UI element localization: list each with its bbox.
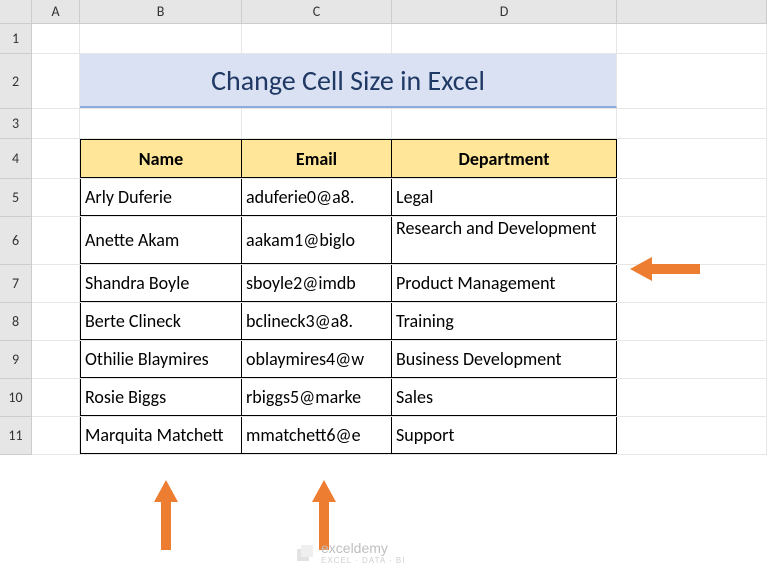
- cell[interactable]: [617, 24, 767, 53]
- cell-name[interactable]: Rosie Biggs: [80, 379, 242, 416]
- table-row: Berte Clineck bclineck3@a8. Training: [32, 303, 767, 341]
- header-name[interactable]: Name: [80, 139, 242, 178]
- row-head-7[interactable]: 7: [0, 265, 32, 303]
- watermark-tagline: EXCEL · DATA · BI: [321, 556, 405, 565]
- page-title[interactable]: Change Cell Size in Excel: [80, 54, 617, 108]
- row-head-3[interactable]: 3: [0, 109, 32, 139]
- cell-dept[interactable]: Legal: [392, 179, 617, 216]
- cell[interactable]: [617, 109, 767, 138]
- column-header-row: A B C D: [0, 0, 767, 24]
- table-row: Othilie Blaymires oblaymires4@w Business…: [32, 341, 767, 379]
- header-email[interactable]: Email: [242, 139, 392, 178]
- cell[interactable]: [80, 109, 242, 138]
- grid-row: Change Cell Size in Excel: [32, 54, 767, 109]
- cell[interactable]: [242, 109, 392, 138]
- cell[interactable]: [242, 24, 392, 53]
- cell-dept[interactable]: Product Management: [392, 265, 617, 302]
- row-head-1[interactable]: 1: [0, 24, 32, 54]
- cell-dept[interactable]: Research and Development: [392, 217, 617, 264]
- cell-email[interactable]: rbiggs5@marke: [242, 379, 392, 416]
- cell-dept[interactable]: Sales: [392, 379, 617, 416]
- col-head-d[interactable]: D: [392, 0, 617, 23]
- cell-name[interactable]: Marquita Matchett: [80, 417, 242, 454]
- row-head-11[interactable]: 11: [0, 417, 32, 455]
- arrow-left-icon: [630, 255, 700, 288]
- row-head-6[interactable]: 6: [0, 217, 32, 265]
- row-head-10[interactable]: 10: [0, 379, 32, 417]
- cell[interactable]: [617, 54, 767, 108]
- row-head-9[interactable]: 9: [0, 341, 32, 379]
- table-header-row: Name Email Department: [32, 139, 767, 179]
- table-row: Marquita Matchett mmatchett6@e Support: [32, 417, 767, 455]
- watermark: exceldemy EXCEL · DATA · BI: [295, 540, 405, 565]
- row-head-4[interactable]: 4: [0, 139, 32, 179]
- cell[interactable]: [32, 54, 80, 108]
- cell[interactable]: [32, 109, 80, 138]
- col-head-a[interactable]: A: [32, 0, 80, 23]
- col-head-b[interactable]: B: [80, 0, 242, 23]
- col-head-c[interactable]: C: [242, 0, 392, 23]
- table-row: Rosie Biggs rbiggs5@marke Sales: [32, 379, 767, 417]
- cell-email[interactable]: mmatchett6@e: [242, 417, 392, 454]
- cell[interactable]: [80, 24, 242, 53]
- arrow-up-icon: [152, 480, 180, 555]
- cell[interactable]: [617, 379, 767, 416]
- cell-dept[interactable]: Business Development: [392, 341, 617, 378]
- cell-email[interactable]: sboyle2@imdb: [242, 265, 392, 302]
- row-header-col: 1 2 3 4 5 6 7 8 9 10 11: [0, 24, 32, 455]
- cell[interactable]: [32, 179, 80, 216]
- cell-email[interactable]: bclineck3@a8.: [242, 303, 392, 340]
- row-head-8[interactable]: 8: [0, 303, 32, 341]
- cell[interactable]: [32, 303, 80, 340]
- watermark-brand: exceldemy: [321, 540, 388, 556]
- spreadsheet: A B C D 1 2 3 4 5 6 7 8 9 10 11 Change C…: [0, 0, 767, 577]
- cell[interactable]: [32, 217, 80, 264]
- cell-name[interactable]: Othilie Blaymires: [80, 341, 242, 378]
- header-dept[interactable]: Department: [392, 139, 617, 178]
- cell[interactable]: [32, 341, 80, 378]
- cell-name[interactable]: Arly Duferie: [80, 179, 242, 216]
- cell-email[interactable]: aakam1@biglo: [242, 217, 392, 264]
- cell-name[interactable]: Anette Akam: [80, 217, 242, 264]
- logo-icon: [295, 543, 315, 563]
- cell[interactable]: [617, 179, 767, 216]
- cell[interactable]: [617, 341, 767, 378]
- cell[interactable]: [32, 265, 80, 302]
- cell[interactable]: [32, 24, 80, 53]
- row-head-5[interactable]: 5: [0, 179, 32, 217]
- cell-dept[interactable]: Training: [392, 303, 617, 340]
- row-head-2[interactable]: 2: [0, 54, 32, 109]
- cell-grid: Change Cell Size in Excel Name Email Dep…: [32, 24, 767, 577]
- cell[interactable]: [392, 109, 617, 138]
- cell-email[interactable]: aduferie0@a8.: [242, 179, 392, 216]
- col-head-e[interactable]: [617, 0, 767, 23]
- grid-row: [32, 109, 767, 139]
- cell[interactable]: [32, 379, 80, 416]
- cell[interactable]: [617, 417, 767, 454]
- table-row: Arly Duferie aduferie0@a8. Legal: [32, 179, 767, 217]
- select-all-corner[interactable]: [0, 0, 32, 23]
- cell[interactable]: [617, 303, 767, 340]
- cell[interactable]: [32, 139, 80, 178]
- cell[interactable]: [617, 139, 767, 178]
- cell-name[interactable]: Shandra Boyle: [80, 265, 242, 302]
- cell-dept[interactable]: Support: [392, 417, 617, 454]
- cell[interactable]: [392, 24, 617, 53]
- cell[interactable]: [32, 417, 80, 454]
- cell-name[interactable]: Berte Clineck: [80, 303, 242, 340]
- cell-email[interactable]: oblaymires4@w: [242, 341, 392, 378]
- grid-row: [32, 24, 767, 54]
